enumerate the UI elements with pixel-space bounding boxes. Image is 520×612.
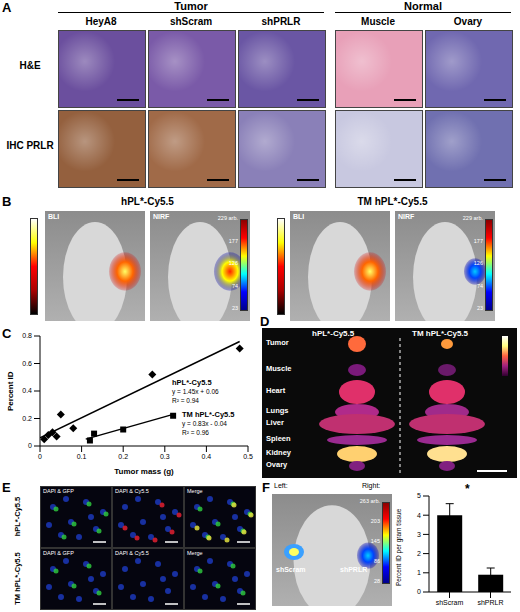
html-text:hPL*-Cy5.5: hPL*-Cy5.5 xyxy=(172,378,212,387)
html-text:NIRF: NIRF xyxy=(153,213,170,220)
html-text:shPRLR: shPRLR xyxy=(340,566,368,573)
html-text:TM hPL*-Cy5.5: TM hPL*-Cy5.5 xyxy=(412,329,468,338)
html-text:R² = 0.94: R² = 0.94 xyxy=(172,397,199,404)
html-text:74: 74 xyxy=(476,282,483,289)
html-text:Muscle: Muscle xyxy=(266,364,292,373)
html-text:Liver: Liver xyxy=(266,418,284,427)
html-text:DAPI & GFP: DAPI & GFP xyxy=(43,488,74,494)
svg-text:4: 4 xyxy=(417,512,421,519)
html-text:203: 203 xyxy=(370,518,380,524)
svg-text:0.6: 0.6 xyxy=(22,360,32,367)
html-text:177: 177 xyxy=(228,237,238,244)
html-text:D: D xyxy=(260,314,270,329)
html-text:Spleen: Spleen xyxy=(266,434,291,443)
html-text:C: C xyxy=(2,326,12,341)
svg-text:Tumor mass (g): Tumor mass (g) xyxy=(114,467,174,476)
html-text:y = 0.83x - 0.04: y = 0.83x - 0.04 xyxy=(182,420,227,427)
svg-text:2: 2 xyxy=(417,550,421,557)
html-text:shPRLR: shPRLR xyxy=(261,16,301,27)
html-text:126: 126 xyxy=(228,260,238,266)
html-text:shScram: shScram xyxy=(276,566,306,573)
html-text:229 arb.: 229 arb. xyxy=(462,215,483,221)
svg-text:0.2: 0.2 xyxy=(22,415,32,422)
svg-text:0.4: 0.4 xyxy=(22,387,32,394)
html-text:TM hPL*-Cy5.5: TM hPL*-Cy5.5 xyxy=(182,410,235,419)
html-text:263 arb.: 263 arb. xyxy=(359,498,380,504)
html-text:Kidney: Kidney xyxy=(266,448,291,457)
html-text:HeyA8: HeyA8 xyxy=(85,16,117,27)
svg-text:Percent ID per gram tissue: Percent ID per gram tissue xyxy=(395,508,403,586)
html-text:hPL*-Cy5.5: hPL*-Cy5.5 xyxy=(121,196,174,207)
html-text:DAPI & GFP: DAPI & GFP xyxy=(43,550,74,556)
html-text:F: F xyxy=(262,480,270,495)
html-text:Merge: Merge xyxy=(187,550,203,556)
html-text:74: 74 xyxy=(231,282,238,289)
html-text:R² = 0.96: R² = 0.96 xyxy=(182,429,209,436)
html-text:DAPI & Cy5.5: DAPI & Cy5.5 xyxy=(115,550,149,556)
html-text:23: 23 xyxy=(231,305,238,311)
html-text:Heart: Heart xyxy=(266,386,286,395)
html-text:Right:: Right: xyxy=(362,482,381,489)
html-text:hPL*-Cy5.5: hPL*-Cy5.5 xyxy=(12,496,22,537)
svg-text:Percent ID: Percent ID xyxy=(8,371,15,411)
html-text:IHC PRLR: IHC PRLR xyxy=(6,140,54,151)
html-text:86: 86 xyxy=(373,558,380,564)
svg-text:shScram: shScram xyxy=(436,599,464,606)
html-text:y = 1.45x + 0.06: y = 1.45x + 0.06 xyxy=(172,388,219,395)
html-text:B: B xyxy=(2,194,12,209)
html-text:shScram: shScram xyxy=(169,16,213,27)
html-text:E: E xyxy=(2,480,11,495)
html-text:28: 28 xyxy=(373,578,380,584)
svg-text:shPRLR: shPRLR xyxy=(477,599,503,606)
svg-text:0.1: 0.1 xyxy=(77,453,87,460)
html-text:229 arb.: 229 arb. xyxy=(217,215,238,221)
html-text:Ovary: Ovary xyxy=(266,460,288,469)
html-text:177: 177 xyxy=(473,237,483,244)
svg-text:0.8: 0.8 xyxy=(22,332,32,339)
html-text:BLI: BLI xyxy=(48,213,60,220)
html-text:Ovary: Ovary xyxy=(453,16,483,27)
html-text:BLI: BLI xyxy=(293,213,305,220)
html-text:Left:: Left: xyxy=(274,482,288,489)
html-text:23: 23 xyxy=(476,305,483,311)
html-text:A: A xyxy=(2,0,12,15)
svg-text:1: 1 xyxy=(417,569,421,576)
svg-text:5: 5 xyxy=(417,492,421,499)
html-text:126: 126 xyxy=(473,260,483,266)
html-text:hPL*-Cy5.5: hPL*-Cy5.5 xyxy=(312,329,355,338)
html-text:Tumor: Tumor xyxy=(174,0,208,12)
html-text:145: 145 xyxy=(370,538,380,544)
html-text:TM hPL*-Cy5.5: TM hPL*-Cy5.5 xyxy=(357,196,428,207)
svg-text:0.3: 0.3 xyxy=(160,453,170,460)
svg-text:0.5: 0.5 xyxy=(243,453,253,460)
html-text:TM hPL*-Cy5.5: TM hPL*-Cy5.5 xyxy=(12,552,22,605)
svg-text:0: 0 xyxy=(38,453,42,460)
html-text:Merge: Merge xyxy=(187,488,203,494)
svg-text:3: 3 xyxy=(417,531,421,538)
html-text:Normal: Normal xyxy=(404,0,442,12)
svg-text:0.4: 0.4 xyxy=(202,453,212,460)
html-text:DAPI & Cy5.5: DAPI & Cy5.5 xyxy=(115,488,149,494)
svg-text:0: 0 xyxy=(417,588,421,595)
svg-text:0.2: 0.2 xyxy=(118,453,128,460)
svg-text:0: 0 xyxy=(28,442,32,449)
html-text:Muscle: Muscle xyxy=(361,16,395,27)
html-text:NIRF: NIRF xyxy=(398,213,415,220)
html-text:H&E: H&E xyxy=(19,60,41,71)
html-text:Tumor: Tumor xyxy=(266,338,289,347)
html-text:Lungs: Lungs xyxy=(266,406,289,415)
